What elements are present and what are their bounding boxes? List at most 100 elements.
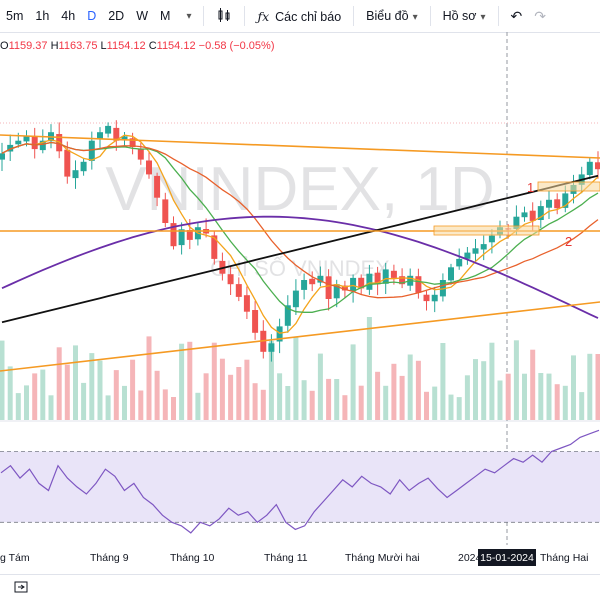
volume-bar	[326, 379, 331, 420]
candle-body	[546, 200, 552, 208]
volume-bar	[367, 317, 372, 420]
candle-body	[89, 141, 95, 161]
volume-bar	[465, 375, 470, 420]
volume-bar	[40, 370, 45, 420]
volume-bar	[506, 374, 511, 420]
candle-body	[244, 295, 250, 312]
candle-body	[366, 274, 372, 290]
x-tick-label: 2024	[458, 552, 482, 564]
volume-bar	[596, 354, 600, 420]
volume-bar	[65, 365, 70, 420]
candle-body	[105, 126, 111, 134]
candle-body	[81, 162, 87, 171]
volume-bar	[547, 374, 552, 420]
volume-bar	[351, 344, 356, 420]
volume-bar	[122, 386, 127, 420]
candle-body	[424, 295, 430, 301]
volume-bar	[73, 345, 78, 420]
volume-bar	[375, 372, 380, 420]
candle-body	[64, 150, 70, 177]
candle-body	[383, 269, 389, 283]
volume-bar	[163, 389, 168, 420]
volume-bar	[310, 391, 315, 420]
volume-bar	[514, 340, 519, 420]
volume-bar	[538, 373, 543, 420]
candle-body	[146, 161, 152, 175]
volume-bar	[293, 337, 298, 420]
candle-body	[391, 271, 397, 278]
candle-body	[481, 244, 487, 249]
candle-body	[522, 212, 528, 217]
candle-body	[350, 278, 356, 291]
candle-body	[448, 267, 454, 280]
range-icon[interactable]	[14, 580, 28, 597]
volume-bar	[24, 385, 29, 420]
volume-bar	[0, 341, 5, 420]
volume-bar	[147, 336, 152, 420]
candle-body	[24, 136, 30, 141]
x-tick-label: Tháng 11	[264, 552, 308, 564]
volume-bar	[236, 367, 241, 420]
volume-bar	[220, 359, 225, 420]
volume-bar	[530, 350, 535, 420]
candle-body	[268, 343, 274, 352]
volume-bar	[98, 361, 103, 420]
volume-bar	[342, 395, 347, 420]
candle-body	[236, 284, 242, 297]
volume-bar	[481, 361, 486, 420]
candle-body	[554, 199, 560, 208]
volume-bar	[432, 387, 437, 420]
volume-bar	[579, 392, 584, 420]
volume-bar	[277, 373, 282, 420]
volume-bar	[473, 359, 478, 420]
volume-bar	[285, 386, 290, 420]
rsi-band	[0, 452, 600, 523]
candle-body	[252, 310, 258, 333]
volume-bar	[8, 366, 13, 420]
volume-bar	[195, 393, 200, 420]
volume-bar	[416, 361, 421, 420]
volume-bar	[408, 355, 413, 421]
crosshair-date-label: 15-01-2024	[480, 552, 534, 564]
candle-body	[15, 141, 21, 145]
volume-bar	[204, 373, 209, 420]
volume-bar	[391, 364, 396, 420]
volume-bar	[587, 354, 592, 420]
rsi-pane	[0, 430, 600, 533]
volume-bar	[16, 393, 21, 420]
volume-bar	[440, 343, 445, 420]
volume-bar	[138, 391, 143, 421]
volume-bar	[302, 380, 307, 420]
candle-body	[530, 211, 536, 221]
candle-body	[415, 276, 421, 293]
candle-body	[456, 259, 462, 267]
candle-body	[162, 199, 168, 223]
volume-bar	[171, 397, 176, 420]
annotation-1: 1	[527, 180, 534, 195]
candle-body	[489, 236, 495, 243]
volume-bar	[57, 347, 62, 420]
candle-body	[228, 274, 234, 284]
volume-bar	[261, 390, 266, 420]
x-tick-label: g Tám	[0, 552, 30, 564]
candle-body	[32, 137, 38, 149]
volume-bar	[81, 383, 86, 420]
volume-bar	[244, 360, 249, 420]
candle-body	[309, 279, 315, 284]
volume-bar	[187, 342, 192, 420]
volume-bar	[253, 383, 258, 420]
volume-bar	[155, 371, 160, 420]
volume-bar	[571, 355, 576, 420]
volume-bar	[106, 395, 111, 420]
volume-bar	[359, 386, 364, 420]
volume-bar	[383, 386, 388, 420]
bottom-bar	[0, 574, 600, 601]
volume-bar	[449, 395, 454, 420]
candle-body	[587, 162, 593, 175]
volume-bar	[130, 360, 135, 420]
annotation-2: 2	[565, 234, 572, 249]
volume-bar	[32, 373, 37, 420]
candle-body	[73, 170, 79, 178]
candle-body	[326, 276, 332, 299]
